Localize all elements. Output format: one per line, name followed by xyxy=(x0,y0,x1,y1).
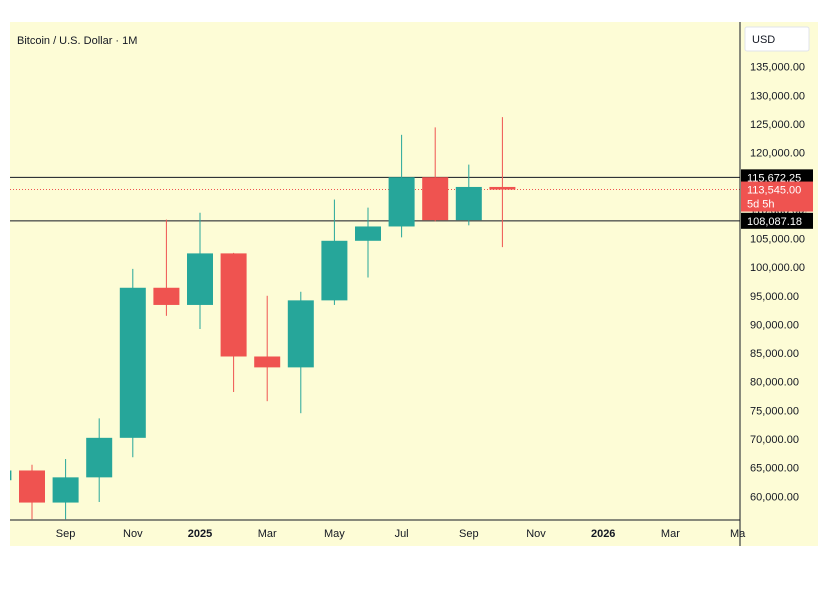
resistance-badge xyxy=(741,169,813,186)
candle-body[interactable] xyxy=(355,226,381,241)
candle-body[interactable] xyxy=(388,177,415,227)
candle-body[interactable] xyxy=(19,470,45,503)
y-tick-label: 70,000.00 xyxy=(750,434,799,446)
chart-background xyxy=(10,22,818,546)
y-tick-label: 65,000.00 xyxy=(750,463,799,475)
candle-body[interactable] xyxy=(119,287,146,438)
y-tick-label: 125,000.00 xyxy=(750,119,805,131)
y-tick-label: 75,000.00 xyxy=(750,405,799,417)
x-tick-label: Sep xyxy=(459,528,479,540)
candle-body[interactable] xyxy=(321,240,348,301)
x-tick-label: Mar xyxy=(258,528,277,540)
y-tick-label: 105,000.00 xyxy=(750,234,805,246)
candle-body[interactable] xyxy=(52,477,79,503)
y-tick-label: 130,000.00 xyxy=(750,90,805,102)
currency-selector-box[interactable] xyxy=(744,26,810,52)
x-tick-label: Jul xyxy=(395,528,409,540)
candles-group xyxy=(0,117,740,520)
x-tick-label: Mar xyxy=(661,528,680,540)
y-tick-label: 80,000.00 xyxy=(750,377,799,389)
y-tick-label: 60,000.00 xyxy=(750,491,799,503)
chart-title: Bitcoin / U.S. Dollar · 1M xyxy=(17,35,137,47)
candle-body[interactable] xyxy=(187,253,213,305)
candle-body[interactable] xyxy=(220,253,247,357)
y-tick-label: 95,000.00 xyxy=(750,291,799,303)
y-tick-label: 100,000.00 xyxy=(750,262,805,274)
x-tick-label: May xyxy=(324,528,345,540)
x-tick-label: 2025 xyxy=(188,528,212,540)
candle-body[interactable] xyxy=(254,356,281,368)
candle-body[interactable] xyxy=(287,300,314,368)
y-tick-label: 85,000.00 xyxy=(750,348,799,360)
resistance-badge-label: 115,672.25 xyxy=(747,172,801,184)
x-tick-label: Nov xyxy=(123,528,143,540)
y-tick-label: 90,000.00 xyxy=(750,319,799,331)
y-tick-label: 120,000.00 xyxy=(750,148,805,160)
countdown-label: 5d 5h xyxy=(747,199,775,211)
x-tick-label: Nov xyxy=(526,528,546,540)
x-tick-label: Ma xyxy=(730,528,746,540)
candle-body[interactable] xyxy=(153,287,180,305)
candle-body[interactable] xyxy=(489,186,516,190)
currency-selector[interactable]: USD xyxy=(744,26,810,52)
candle-body[interactable] xyxy=(0,470,12,481)
x-tick-label: 2026 xyxy=(591,528,615,540)
y-tick-label: 135,000.00 xyxy=(750,62,805,74)
current-price-badge xyxy=(741,181,813,212)
x-tick-label: Sep xyxy=(56,528,76,540)
candle-body[interactable] xyxy=(422,177,449,221)
support-badge xyxy=(741,212,813,229)
candle-body[interactable] xyxy=(86,437,113,478)
currency-label[interactable]: USD xyxy=(752,34,775,46)
support-badge-label: 108,087.18 xyxy=(747,216,802,228)
current-price-label: 113,545.00 xyxy=(747,185,801,197)
candle-body[interactable] xyxy=(455,186,482,221)
